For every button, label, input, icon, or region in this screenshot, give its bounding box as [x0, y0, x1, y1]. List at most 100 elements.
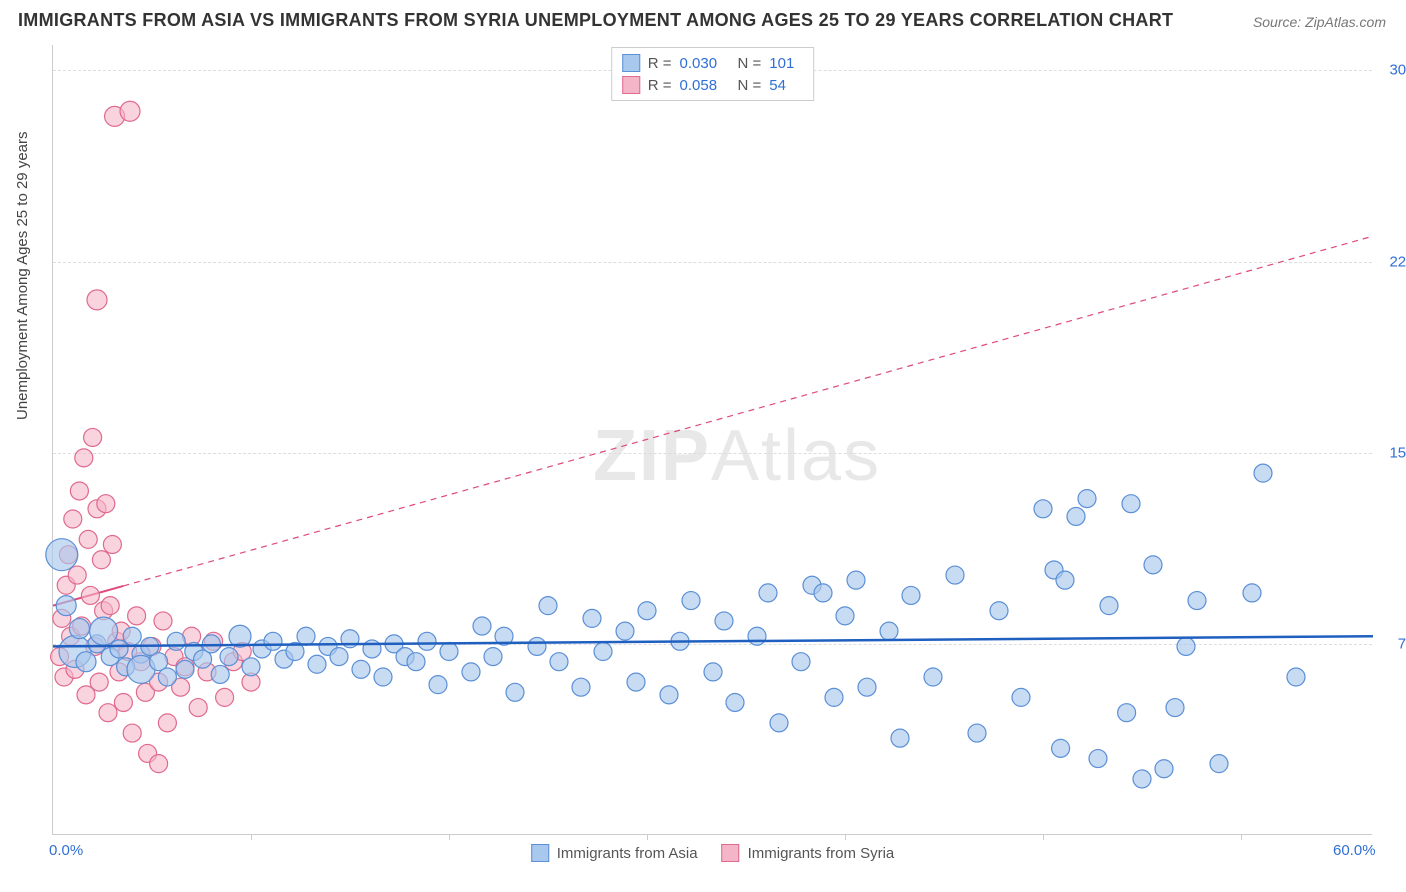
data-point [99, 704, 117, 722]
x-tick [251, 834, 252, 840]
legend-n-value: 54 [769, 77, 803, 94]
data-point [836, 607, 854, 625]
x-tick [845, 834, 846, 840]
data-point [297, 627, 315, 645]
chart-title: IMMIGRANTS FROM ASIA VS IMMIGRANTS FROM … [18, 10, 1173, 31]
x-tick-label: 0.0% [49, 842, 83, 859]
data-point [594, 643, 612, 661]
data-point [114, 693, 132, 711]
data-point [123, 627, 141, 645]
data-point [704, 663, 722, 681]
data-point [56, 596, 76, 616]
y-tick-label: 22.5% [1389, 253, 1406, 270]
data-point [158, 668, 176, 686]
data-point [946, 566, 964, 584]
data-point [726, 693, 744, 711]
data-point [1188, 592, 1206, 610]
data-point [924, 668, 942, 686]
data-point [202, 635, 220, 653]
data-point [1133, 770, 1151, 788]
data-point [1254, 464, 1272, 482]
y-tick-label: 7.5% [1398, 635, 1406, 652]
data-point [308, 655, 326, 673]
data-point [167, 632, 185, 650]
data-point [484, 648, 502, 666]
data-point [748, 627, 766, 645]
data-point [150, 755, 168, 773]
legend-r-value: 0.058 [680, 77, 730, 94]
data-point [990, 602, 1008, 620]
legend-series-label: Immigrants from Asia [557, 845, 698, 862]
data-point [46, 539, 78, 571]
trendline-dashed [123, 236, 1373, 586]
x-tick [1241, 834, 1242, 840]
legend-correlation-box: R = 0.030 N = 101 R = 0.058 N = 54 [611, 47, 815, 101]
legend-swatch [622, 76, 640, 94]
data-point [92, 551, 110, 569]
data-point [76, 652, 96, 672]
data-point [638, 602, 656, 620]
data-point [1034, 500, 1052, 518]
data-point [1089, 750, 1107, 768]
legend-r-value: 0.030 [680, 55, 730, 72]
data-point [103, 535, 121, 553]
data-point [120, 101, 140, 121]
legend-swatch [722, 844, 740, 862]
data-point [176, 660, 194, 678]
legend-series-item: Immigrants from Asia [531, 844, 698, 862]
data-point [97, 495, 115, 513]
x-tick [647, 834, 648, 840]
x-tick [1043, 834, 1044, 840]
data-point [1287, 668, 1305, 686]
y-tick-label: 15.0% [1389, 444, 1406, 461]
data-point [264, 632, 282, 650]
data-point [616, 622, 634, 640]
data-point [216, 688, 234, 706]
legend-series-label: Immigrants from Syria [748, 845, 895, 862]
data-point [715, 612, 733, 630]
legend-correlation-row: R = 0.030 N = 101 [622, 52, 804, 74]
data-point [1177, 637, 1195, 655]
x-tick-label: 60.0% [1333, 842, 1376, 859]
data-point [79, 530, 97, 548]
data-point [572, 678, 590, 696]
data-point [880, 622, 898, 640]
legend-series: Immigrants from Asia Immigrants from Syr… [531, 844, 895, 862]
data-point [242, 658, 260, 676]
data-point [189, 699, 207, 717]
data-point [759, 584, 777, 602]
data-point [528, 637, 546, 655]
data-point [158, 714, 176, 732]
source-label: Source: ZipAtlas.com [1253, 14, 1386, 30]
data-point [539, 597, 557, 615]
data-point [847, 571, 865, 589]
data-point [792, 653, 810, 671]
legend-correlation-row: R = 0.058 N = 54 [622, 74, 804, 96]
data-point [1144, 556, 1162, 574]
data-point [506, 683, 524, 701]
data-point [429, 676, 447, 694]
legend-swatch [531, 844, 549, 862]
data-point [858, 678, 876, 696]
data-point [211, 665, 229, 683]
data-point [220, 648, 238, 666]
data-point [462, 663, 480, 681]
scatter-plot [53, 45, 1372, 834]
data-point [90, 617, 118, 645]
data-point [81, 586, 99, 604]
legend-series-item: Immigrants from Syria [722, 844, 895, 862]
data-point [352, 660, 370, 678]
data-point [418, 632, 436, 650]
chart-area: ZIPAtlas 7.5%15.0%22.5%30.0% R = 0.030 N… [52, 45, 1372, 835]
data-point [968, 724, 986, 742]
data-point [1078, 490, 1096, 508]
data-point [69, 619, 89, 639]
data-point [154, 612, 172, 630]
data-point [627, 673, 645, 691]
data-point [1067, 507, 1085, 525]
data-point [770, 714, 788, 732]
data-point [473, 617, 491, 635]
data-point [84, 428, 102, 446]
legend-n-value: 101 [769, 55, 803, 72]
data-point [891, 729, 909, 747]
